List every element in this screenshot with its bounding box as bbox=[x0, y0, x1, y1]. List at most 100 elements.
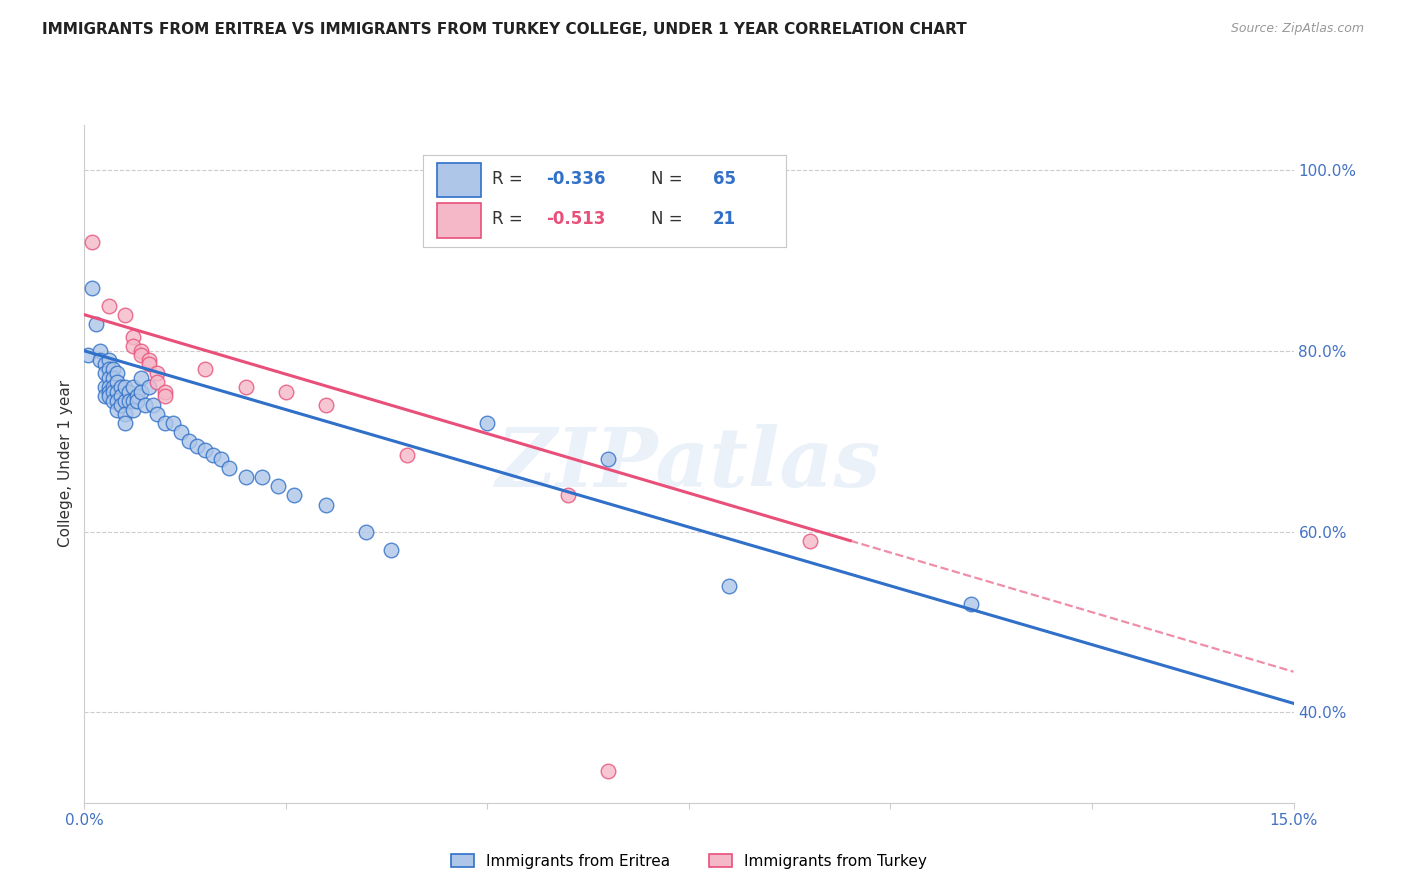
Point bbox=[110, 389, 132, 403]
Point bbox=[121, 380, 143, 394]
Point bbox=[209, 452, 232, 467]
Point bbox=[129, 371, 152, 385]
Point bbox=[97, 371, 120, 385]
Point bbox=[121, 330, 143, 344]
Point bbox=[86, 317, 108, 331]
Point bbox=[105, 376, 128, 390]
Point bbox=[77, 348, 100, 362]
Point bbox=[235, 470, 257, 484]
Point bbox=[82, 280, 104, 294]
Text: N =: N = bbox=[651, 170, 689, 188]
Point bbox=[395, 448, 418, 462]
Point bbox=[153, 416, 176, 430]
Point bbox=[799, 533, 821, 548]
Point bbox=[380, 542, 402, 557]
Point bbox=[93, 380, 115, 394]
Point bbox=[97, 380, 120, 394]
Legend: Immigrants from Eritrea, Immigrants from Turkey: Immigrants from Eritrea, Immigrants from… bbox=[443, 847, 935, 877]
Point bbox=[101, 384, 124, 399]
Point bbox=[153, 384, 176, 399]
Point bbox=[186, 439, 208, 453]
Text: R =: R = bbox=[492, 211, 527, 228]
Point bbox=[179, 434, 201, 449]
Point bbox=[97, 362, 120, 376]
Point bbox=[129, 343, 152, 358]
Point bbox=[283, 488, 305, 502]
Point bbox=[93, 389, 115, 403]
Point bbox=[121, 339, 143, 353]
Text: IMMIGRANTS FROM ERITREA VS IMMIGRANTS FROM TURKEY COLLEGE, UNDER 1 YEAR CORRELAT: IMMIGRANTS FROM ERITREA VS IMMIGRANTS FR… bbox=[42, 22, 967, 37]
Point bbox=[114, 416, 136, 430]
Point bbox=[146, 407, 169, 421]
Point bbox=[598, 764, 620, 779]
Point bbox=[170, 425, 193, 440]
FancyBboxPatch shape bbox=[437, 203, 481, 238]
Point bbox=[250, 470, 273, 484]
Text: ZIPatlas: ZIPatlas bbox=[496, 424, 882, 504]
Point bbox=[97, 352, 120, 367]
Point bbox=[315, 398, 337, 412]
Point bbox=[110, 398, 132, 412]
Point bbox=[89, 352, 111, 367]
Point bbox=[315, 498, 337, 512]
Text: Source: ZipAtlas.com: Source: ZipAtlas.com bbox=[1230, 22, 1364, 36]
Point bbox=[134, 398, 156, 412]
Point bbox=[89, 343, 111, 358]
Point bbox=[121, 402, 143, 417]
Text: N =: N = bbox=[651, 211, 689, 228]
Point bbox=[129, 348, 152, 362]
Point bbox=[138, 380, 160, 394]
Point bbox=[125, 393, 148, 408]
Text: -0.336: -0.336 bbox=[547, 170, 606, 188]
Point bbox=[93, 367, 115, 381]
Y-axis label: College, Under 1 year: College, Under 1 year bbox=[58, 380, 73, 548]
Point bbox=[129, 384, 152, 399]
Point bbox=[274, 384, 297, 399]
Point bbox=[114, 407, 136, 421]
Point bbox=[101, 393, 124, 408]
Point bbox=[118, 384, 141, 399]
Point bbox=[114, 380, 136, 394]
Point bbox=[97, 389, 120, 403]
Point bbox=[146, 367, 169, 381]
Point bbox=[162, 416, 184, 430]
Text: R =: R = bbox=[492, 170, 527, 188]
Text: -0.513: -0.513 bbox=[547, 211, 606, 228]
Point bbox=[101, 362, 124, 376]
Text: 21: 21 bbox=[713, 211, 737, 228]
Point bbox=[105, 393, 128, 408]
Point bbox=[105, 402, 128, 417]
Point bbox=[101, 380, 124, 394]
Point bbox=[557, 488, 579, 502]
Point bbox=[267, 479, 290, 493]
Point bbox=[114, 308, 136, 322]
Point bbox=[477, 416, 499, 430]
Point bbox=[718, 579, 741, 593]
Point bbox=[125, 389, 148, 403]
Point bbox=[114, 393, 136, 408]
Point bbox=[194, 443, 217, 458]
Point bbox=[93, 358, 115, 372]
Point bbox=[235, 380, 257, 394]
Point bbox=[142, 398, 165, 412]
Point bbox=[598, 452, 620, 467]
Point bbox=[97, 384, 120, 399]
Point bbox=[118, 393, 141, 408]
Point bbox=[82, 235, 104, 250]
Point bbox=[138, 352, 160, 367]
Point bbox=[121, 393, 143, 408]
Point bbox=[356, 524, 378, 539]
Point bbox=[101, 371, 124, 385]
Point bbox=[105, 384, 128, 399]
Point bbox=[97, 299, 120, 313]
Point bbox=[105, 367, 128, 381]
Point bbox=[202, 448, 225, 462]
Point bbox=[110, 380, 132, 394]
Point bbox=[218, 461, 240, 475]
Point bbox=[194, 362, 217, 376]
Point bbox=[153, 389, 176, 403]
FancyBboxPatch shape bbox=[437, 162, 481, 197]
Point bbox=[146, 376, 169, 390]
Point bbox=[960, 597, 983, 611]
Point bbox=[138, 358, 160, 372]
